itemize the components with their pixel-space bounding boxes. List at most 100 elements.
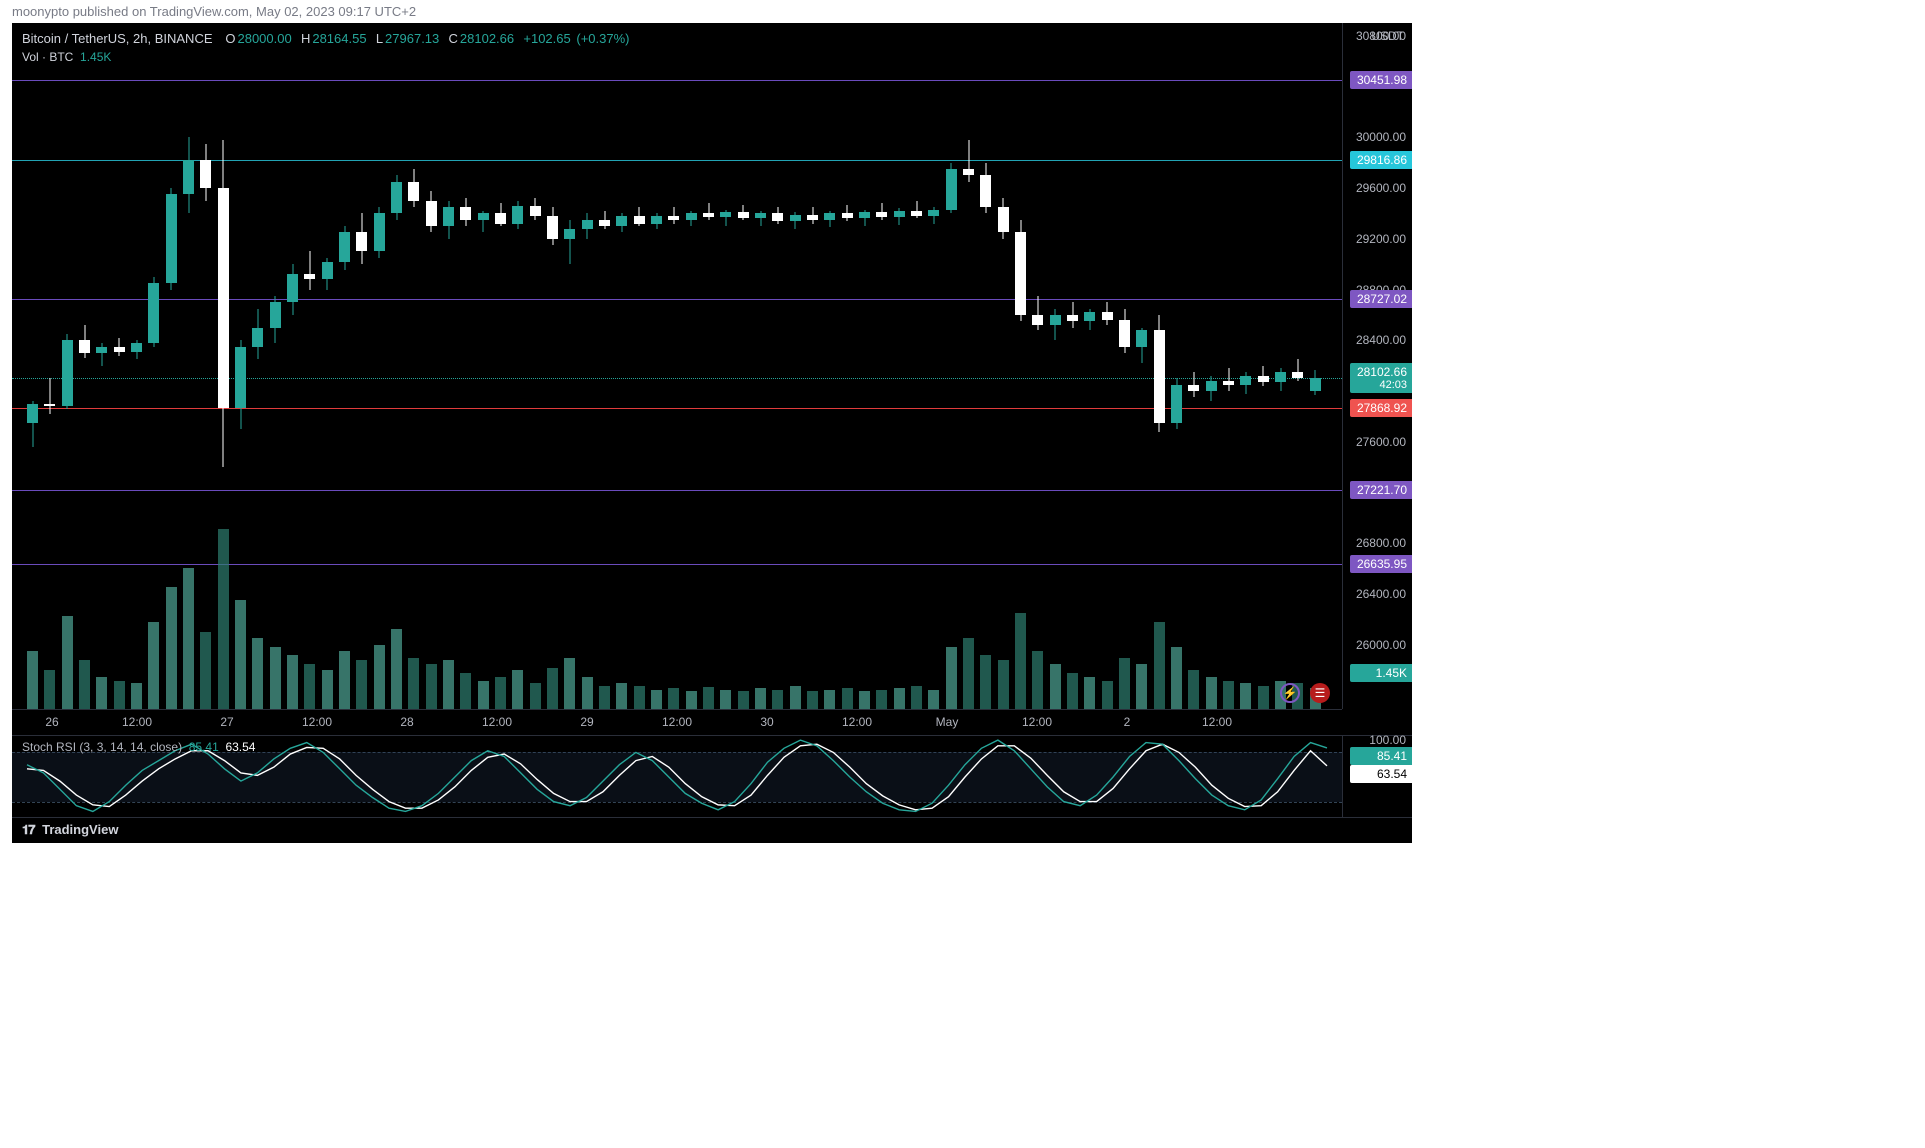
candlestick bbox=[356, 213, 367, 264]
volume-bar bbox=[44, 670, 55, 709]
price-tick: 26800.00 bbox=[1356, 536, 1406, 550]
candlestick bbox=[703, 203, 714, 220]
candlestick bbox=[270, 296, 281, 343]
candlestick bbox=[616, 213, 627, 232]
volume-bar bbox=[1067, 673, 1078, 709]
price-tick: 30800.00 bbox=[1356, 29, 1406, 43]
candlestick bbox=[252, 309, 263, 360]
flag-icon[interactable]: ☰ bbox=[1310, 683, 1330, 703]
volume-bar bbox=[738, 691, 749, 709]
volume-bar bbox=[1084, 677, 1095, 709]
symbol-label[interactable]: Bitcoin / TetherUS, 2h, BINANCE bbox=[22, 31, 213, 46]
time-label: 12:00 bbox=[482, 715, 512, 729]
time-label: May bbox=[936, 715, 959, 729]
volume-bar bbox=[807, 691, 818, 709]
candlestick bbox=[166, 188, 177, 290]
candlestick bbox=[1188, 372, 1199, 397]
price-tick: 29600.00 bbox=[1356, 181, 1406, 195]
volume-bar bbox=[339, 651, 350, 709]
horizontal-line[interactable] bbox=[12, 564, 1342, 565]
volume-bar bbox=[703, 687, 714, 709]
price-tag: 30451.98 bbox=[1350, 71, 1412, 89]
stoch-rsi-panel[interactable]: Stoch RSI (3, 3, 14, 14, close) 85.41 63… bbox=[12, 735, 1342, 817]
price-plot[interactable]: ⚡☰ bbox=[12, 23, 1342, 709]
candlestick bbox=[322, 258, 333, 290]
volume-bar bbox=[391, 629, 402, 709]
candlestick bbox=[738, 205, 749, 220]
volume-bar bbox=[1136, 664, 1147, 709]
candlestick bbox=[200, 144, 211, 201]
volume-bar bbox=[96, 677, 107, 709]
volume-bar bbox=[1188, 670, 1199, 709]
publish-info: moonypto published on TradingView.com, M… bbox=[0, 0, 1425, 23]
stoch-tag: 63.54 bbox=[1350, 765, 1412, 783]
price-tag: 26635.95 bbox=[1350, 555, 1412, 573]
stoch-label: Stoch RSI (3, 3, 14, 14, close) bbox=[22, 740, 182, 754]
candlestick bbox=[599, 211, 610, 229]
price-axis[interactable]: USDT 30800.0030000.0029600.0029200.00288… bbox=[1342, 23, 1412, 709]
ohlc-open: 28000.00 bbox=[237, 31, 291, 46]
volume-bar bbox=[928, 690, 939, 709]
horizontal-line[interactable] bbox=[12, 299, 1342, 300]
time-label: 12:00 bbox=[842, 715, 872, 729]
volume-bar bbox=[946, 647, 957, 709]
candlestick bbox=[1310, 370, 1321, 395]
volume-bar bbox=[599, 686, 610, 709]
candlestick bbox=[1258, 366, 1269, 386]
ohlc-close: 28102.66 bbox=[460, 31, 514, 46]
candlestick bbox=[1102, 302, 1113, 325]
volume-bar bbox=[304, 664, 315, 709]
candlestick bbox=[1206, 376, 1217, 401]
candlestick bbox=[287, 264, 298, 315]
volume-bar bbox=[183, 568, 194, 709]
candlestick bbox=[564, 220, 575, 264]
ohlc-high: 28164.55 bbox=[312, 31, 366, 46]
time-label: 12:00 bbox=[1202, 715, 1232, 729]
footer-label: TradingView bbox=[42, 822, 118, 837]
candlestick bbox=[547, 207, 558, 245]
candlestick bbox=[876, 203, 887, 220]
chart-frame: Bitcoin / TetherUS, 2h, BINANCE O28000.0… bbox=[12, 23, 1412, 843]
volume-bar bbox=[668, 688, 679, 709]
volume-bar bbox=[1206, 677, 1217, 709]
candlestick bbox=[1292, 359, 1303, 381]
volume-bar bbox=[1154, 622, 1165, 709]
horizontal-line[interactable] bbox=[12, 408, 1342, 409]
time-label: 27 bbox=[220, 715, 233, 729]
volume-bar bbox=[200, 632, 211, 709]
horizontal-line[interactable] bbox=[12, 378, 1342, 379]
ohlc-change: +102.65 bbox=[523, 31, 570, 46]
time-label: 30 bbox=[760, 715, 773, 729]
candlestick bbox=[131, 340, 142, 359]
time-label: 2 bbox=[1124, 715, 1131, 729]
volume-bar bbox=[963, 638, 974, 709]
candlestick bbox=[807, 207, 818, 224]
stoch-axis[interactable]: 100.0085.4163.54 bbox=[1342, 735, 1412, 817]
stoch-d-value: 63.54 bbox=[225, 740, 255, 754]
candlestick bbox=[911, 201, 922, 219]
candlestick bbox=[374, 207, 385, 258]
volume-bar bbox=[1171, 647, 1182, 709]
candlestick bbox=[634, 207, 645, 226]
volume-bar bbox=[374, 645, 385, 709]
volume-bar bbox=[634, 686, 645, 709]
volume-bar bbox=[998, 660, 1009, 709]
volume-bar bbox=[564, 658, 575, 709]
horizontal-line[interactable] bbox=[12, 160, 1342, 161]
volume-bar bbox=[356, 660, 367, 709]
time-axis[interactable]: 2612:002712:002812:002912:003012:00May12… bbox=[12, 709, 1342, 735]
candlestick bbox=[512, 201, 523, 229]
candlestick bbox=[772, 207, 783, 224]
volume-bar bbox=[980, 655, 991, 709]
volume-bar bbox=[651, 690, 662, 709]
candlestick bbox=[79, 325, 90, 358]
horizontal-line[interactable] bbox=[12, 490, 1342, 491]
candlestick bbox=[1084, 309, 1095, 331]
time-label: 28 bbox=[400, 715, 413, 729]
candlestick bbox=[114, 338, 125, 356]
stoch-tick: 100.00 bbox=[1369, 733, 1406, 747]
volume-bar bbox=[148, 622, 159, 709]
horizontal-line[interactable] bbox=[12, 80, 1342, 81]
lightning-icon[interactable]: ⚡ bbox=[1280, 683, 1300, 703]
price-tick: 26400.00 bbox=[1356, 587, 1406, 601]
